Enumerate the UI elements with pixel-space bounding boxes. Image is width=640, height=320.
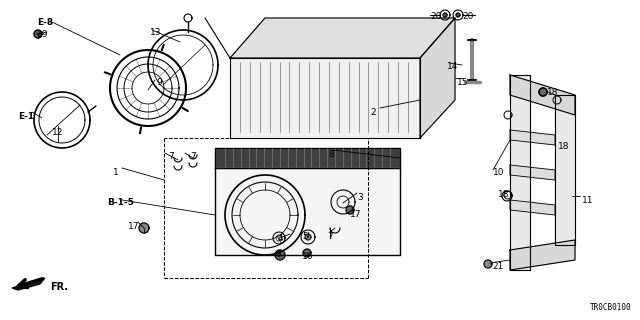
Polygon shape [230,18,455,58]
Text: 3: 3 [357,193,363,202]
Text: 7: 7 [168,152,173,161]
Polygon shape [510,165,555,180]
Polygon shape [34,30,42,38]
Polygon shape [443,13,447,17]
Text: B-1-5: B-1-5 [107,198,134,207]
Polygon shape [139,223,149,233]
Polygon shape [456,13,460,17]
Polygon shape [510,75,530,270]
Text: 13: 13 [150,28,161,37]
Text: 17: 17 [128,222,140,231]
Polygon shape [305,234,311,240]
Polygon shape [510,130,555,145]
Polygon shape [539,88,547,96]
Text: FR.: FR. [50,282,68,292]
Polygon shape [539,88,547,96]
Text: 10: 10 [493,168,504,177]
Text: 12: 12 [52,128,63,137]
Polygon shape [275,250,285,260]
Polygon shape [420,18,455,138]
Text: 16: 16 [302,252,314,261]
Polygon shape [12,278,45,290]
Text: 4: 4 [278,234,284,243]
Polygon shape [510,200,555,215]
Text: 8: 8 [328,150,333,159]
Text: 2: 2 [370,108,376,117]
Text: 14: 14 [447,62,458,71]
Polygon shape [215,148,400,168]
Text: 20: 20 [462,12,474,21]
Text: 7: 7 [327,232,333,241]
Text: 18: 18 [498,190,509,199]
Text: 7: 7 [190,152,196,161]
Polygon shape [346,206,354,214]
Polygon shape [230,58,420,138]
Text: E-8: E-8 [37,18,53,27]
Polygon shape [510,240,575,270]
Polygon shape [484,260,492,268]
Text: E-1: E-1 [18,112,34,121]
Text: 9: 9 [156,78,162,87]
Text: 19: 19 [37,30,49,39]
Polygon shape [555,95,575,245]
Text: 18: 18 [547,88,559,97]
Text: 11: 11 [582,196,593,205]
Text: 18: 18 [558,142,570,151]
Text: 1: 1 [113,168,119,177]
Text: 6: 6 [275,250,281,259]
Text: 17: 17 [350,210,362,219]
Text: 20: 20 [430,12,442,21]
Text: 15: 15 [457,78,468,87]
Text: 21: 21 [492,262,504,271]
Polygon shape [510,75,575,115]
Text: TR0CB0100: TR0CB0100 [590,303,632,312]
Text: 5: 5 [302,232,308,241]
Polygon shape [303,249,311,257]
Polygon shape [215,168,400,255]
